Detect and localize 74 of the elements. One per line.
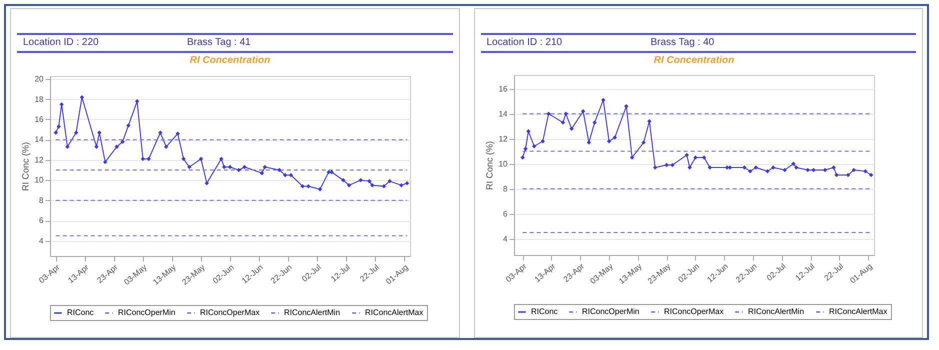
y-tick-label: 6 — [39, 216, 44, 226]
point — [540, 139, 544, 144]
point — [868, 172, 873, 178]
point — [370, 183, 374, 188]
point — [560, 120, 565, 125]
point — [306, 184, 311, 188]
y-tick-label: 16 — [34, 114, 44, 124]
point — [181, 156, 186, 162]
y-tick-label: 16 — [498, 84, 508, 94]
y-tick-label: 14 — [34, 135, 44, 144]
y-tick-label: 12 — [34, 155, 44, 164]
point — [692, 155, 698, 160]
text: Brass Tag : 41 — [187, 36, 251, 50]
legend-label: RIConcAlertMin — [284, 308, 340, 317]
y-tick-label: 20 — [34, 74, 44, 84]
y-tick-label: 18 — [34, 94, 44, 104]
point — [382, 184, 386, 188]
legend-label: RIConcAlertMax — [828, 307, 887, 316]
text: Location ID : 220 — [23, 36, 99, 50]
y-tick-label: 6 — [502, 209, 508, 218]
y-tick-label: 10 — [34, 176, 44, 185]
point — [646, 119, 651, 124]
point — [277, 168, 282, 172]
y-tick-label: 10 — [498, 159, 508, 168]
legend-label: RIConcOperMin — [582, 307, 639, 316]
y-tick-label: 4 — [39, 236, 44, 246]
point — [228, 164, 232, 170]
point — [652, 165, 657, 170]
point — [288, 172, 294, 178]
point — [532, 144, 536, 148]
y-tick-label: 4 — [502, 234, 508, 244]
legend-label: RIConcOperMax — [664, 307, 724, 316]
legend-label: RIConcOperMax — [200, 308, 260, 317]
point — [624, 104, 628, 108]
legend-label: RIConc — [530, 307, 558, 316]
point — [242, 164, 247, 170]
point — [103, 160, 108, 164]
point — [283, 172, 288, 178]
text: Location ID : 210 — [486, 36, 562, 50]
chart-title: RI Concentration — [653, 55, 734, 66]
text: Brass Tag : 40 — [650, 36, 714, 50]
legend-label: RIConc — [67, 308, 94, 317]
y-tick-label: 12 — [498, 134, 508, 144]
y-axis-title: RI Conc (%) — [20, 142, 31, 192]
point — [388, 179, 392, 184]
point — [563, 112, 568, 116]
point — [126, 123, 131, 128]
point — [753, 165, 758, 170]
point — [367, 179, 372, 184]
point — [358, 178, 363, 182]
legend-label: RIConcAlertMin — [748, 307, 804, 316]
point — [74, 130, 78, 135]
point — [198, 156, 204, 162]
legend-label: RIConcAlertMax — [365, 308, 424, 317]
point — [404, 181, 410, 186]
point — [114, 144, 119, 149]
point — [158, 130, 162, 135]
y-tick-label: 8 — [502, 184, 508, 194]
chart-title: RI Concentration — [190, 55, 270, 66]
y-axis-title: RI Conc (%) — [484, 140, 494, 190]
y-tick-label: 14 — [498, 109, 508, 118]
point — [341, 178, 346, 182]
point — [54, 130, 58, 135]
point — [204, 181, 209, 186]
point — [140, 156, 146, 162]
legend-label: RIConcOperMin — [118, 308, 176, 317]
y-tick-label: 8 — [39, 196, 44, 205]
point — [176, 132, 180, 136]
point — [399, 183, 404, 188]
point — [748, 169, 752, 174]
point — [790, 162, 795, 166]
point — [59, 102, 64, 106]
point — [164, 144, 168, 149]
point — [260, 170, 264, 176]
